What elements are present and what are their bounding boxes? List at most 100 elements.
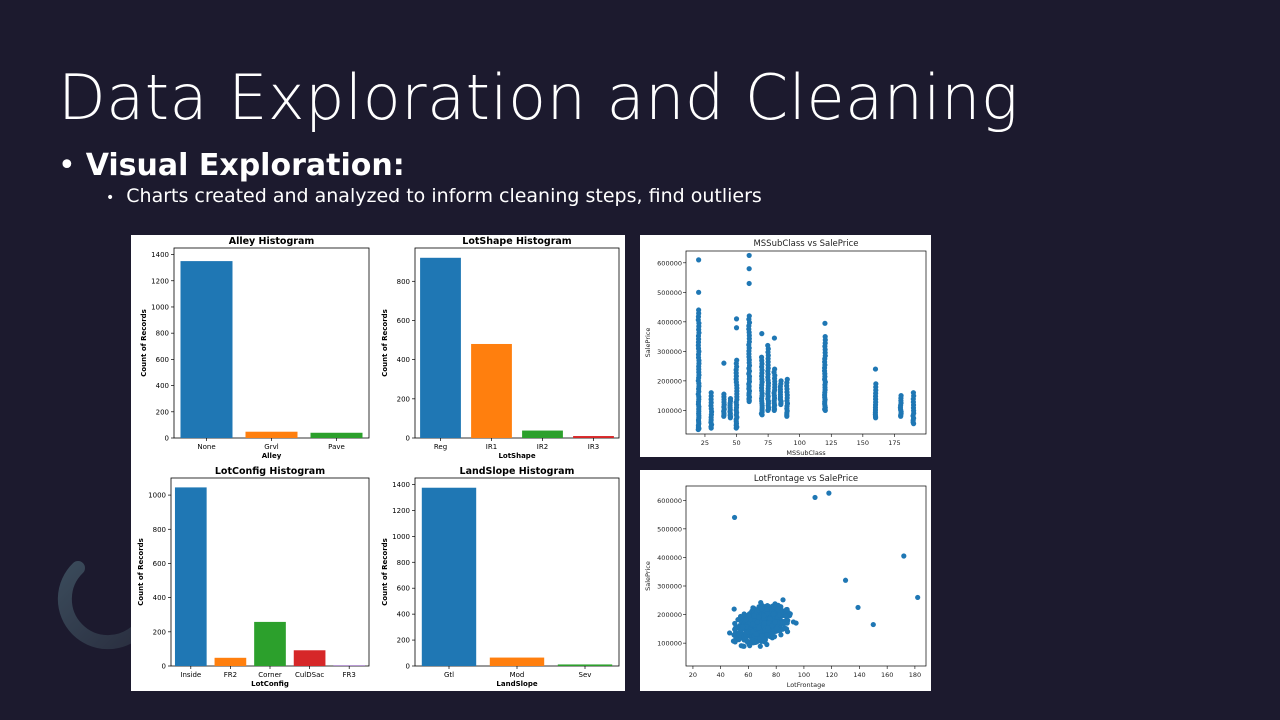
x-tick-label: Gtl (444, 671, 454, 679)
landslope-chart: LandSlope Histogram020040060080010001200… (381, 466, 619, 688)
scatter-point (780, 597, 785, 602)
scatter-point (775, 606, 780, 611)
bar-pave (311, 433, 363, 438)
scatter-point (765, 625, 770, 630)
histogram-panel: Alley Histogram 0 200 400 600 800 1000 1200 1400… (131, 235, 625, 691)
bullet-label: Visual Exploration: (86, 148, 405, 183)
x-tick-label: 125 (825, 439, 837, 447)
scatter-point (759, 355, 764, 360)
x-axis-label: LotFrontage (787, 681, 826, 689)
scatter-point (911, 390, 916, 395)
y-tick-label: 200 (397, 395, 410, 403)
scatter-point (765, 343, 770, 348)
sub-bullet-label: Charts created and analyzed to inform cl… (126, 185, 762, 207)
y-axis-label: Count of Records (140, 309, 148, 377)
x-tick-label: 60 (744, 671, 752, 679)
histograms: Alley Histogram0200400600800100012001400… (131, 235, 625, 691)
x-tick-label: Sev (579, 671, 592, 679)
scatter-point (762, 621, 767, 626)
scatter-point (759, 606, 764, 611)
bar-gtl (422, 488, 476, 666)
scatter-point (756, 625, 761, 630)
bar-sev (558, 664, 612, 666)
scatter-point (756, 615, 761, 620)
slide-title: Data Exploration and Cleaning (58, 56, 1019, 140)
scatter-point (721, 361, 726, 366)
scatter-point (696, 290, 701, 295)
y-tick-label: 0 (406, 663, 410, 671)
y-tick-label: 1400 (151, 251, 169, 259)
scatter-point (822, 321, 827, 326)
y-axis-label: Count of Records (381, 538, 389, 606)
scatter-point (785, 620, 790, 625)
scatter-point (784, 607, 789, 612)
y-axis-label: Count of Records (381, 309, 389, 377)
x-tick-label: 80 (772, 671, 780, 679)
x-tick-label: FR2 (224, 671, 237, 679)
chart-title: LotShape Histogram (462, 236, 572, 247)
y-tick-label: 800 (156, 330, 169, 338)
y-tick-label: 200000 (657, 377, 682, 385)
y-tick-label: 300000 (657, 583, 682, 591)
lotshape-chart: LotShape Histogram 0 200 400 600 800 Reg IR1 IR2… (381, 236, 619, 460)
x-axis-label: LotConfig (251, 680, 289, 688)
bullet-dot: • (106, 190, 114, 206)
bar-grvl (246, 432, 298, 438)
scatter-point (871, 622, 876, 627)
x-tick-label: Pave (328, 443, 345, 451)
x-tick-label: IR1 (486, 443, 497, 451)
y-tick-label: 500000 (657, 525, 682, 533)
bar-mod (490, 658, 544, 666)
y-axis-label: SalePrice (644, 328, 652, 358)
scatter-point (738, 614, 743, 619)
alley-chart: Alley Histogram0200400600800100012001400… (140, 236, 369, 460)
bullet-dot: • (58, 148, 76, 183)
scatter-point (778, 378, 783, 383)
y-axis-label: SalePrice (644, 561, 652, 591)
bar-ir2 (522, 431, 563, 438)
scatter-point (764, 606, 769, 611)
x-tick-label: 120 (825, 671, 837, 679)
scatter-point (747, 643, 752, 648)
scatter-point (734, 358, 739, 363)
x-tick-label: 40 (717, 671, 725, 679)
scatter-point (743, 617, 748, 622)
y-tick-label: 600 (153, 560, 166, 568)
scatter-point (777, 613, 782, 618)
x-tick-label: None (197, 443, 215, 451)
lotfrontage-scatter: LotFrontage vs SalePrice1000002000003000… (640, 470, 931, 691)
y-tick-label: 600 (156, 356, 169, 364)
scatter-point (741, 644, 746, 649)
x-axis-label: MSSubClass (786, 449, 826, 457)
y-tick-label: 1000 (151, 303, 169, 311)
scatter-point (785, 629, 790, 634)
scatter-point (898, 393, 903, 398)
scatter-point (755, 619, 760, 624)
scatter-point (759, 331, 764, 336)
y-tick-label: 100000 (657, 640, 682, 648)
scatter-point (696, 307, 701, 312)
scatter-point (823, 334, 828, 339)
bar-inside (175, 487, 207, 666)
y-tick-label: 400000 (657, 554, 682, 562)
y-tick-label: 200 (156, 408, 169, 416)
y-tick-label: 1000 (392, 533, 410, 541)
mssubclass-scatter-panel: MSSubClass vs SalePrice 100000 200000 30000… (640, 235, 931, 457)
y-tick-label: 400 (156, 382, 169, 390)
scatter-point (750, 622, 755, 627)
bar-ir1 (471, 344, 512, 438)
scatter-point (873, 381, 878, 386)
y-tick-label: 0 (165, 435, 169, 443)
x-tick-label: Corner (258, 671, 282, 679)
y-tick-label: 800 (397, 559, 410, 567)
mssubclass-scatter: MSSubClass vs SalePrice10000020000030000… (640, 235, 931, 457)
lotfrontage-chart: LotFrontage vs SalePrice 100000 200000 3000… (644, 474, 926, 689)
scatter-point (758, 644, 763, 649)
scatter-point (771, 612, 776, 617)
y-tick-label: 500000 (657, 289, 682, 297)
scatter-point (901, 553, 906, 558)
y-tick-label: 300000 (657, 348, 682, 356)
scatter-point (732, 515, 737, 520)
scatter-point (747, 253, 752, 258)
scatter-point (754, 631, 759, 636)
